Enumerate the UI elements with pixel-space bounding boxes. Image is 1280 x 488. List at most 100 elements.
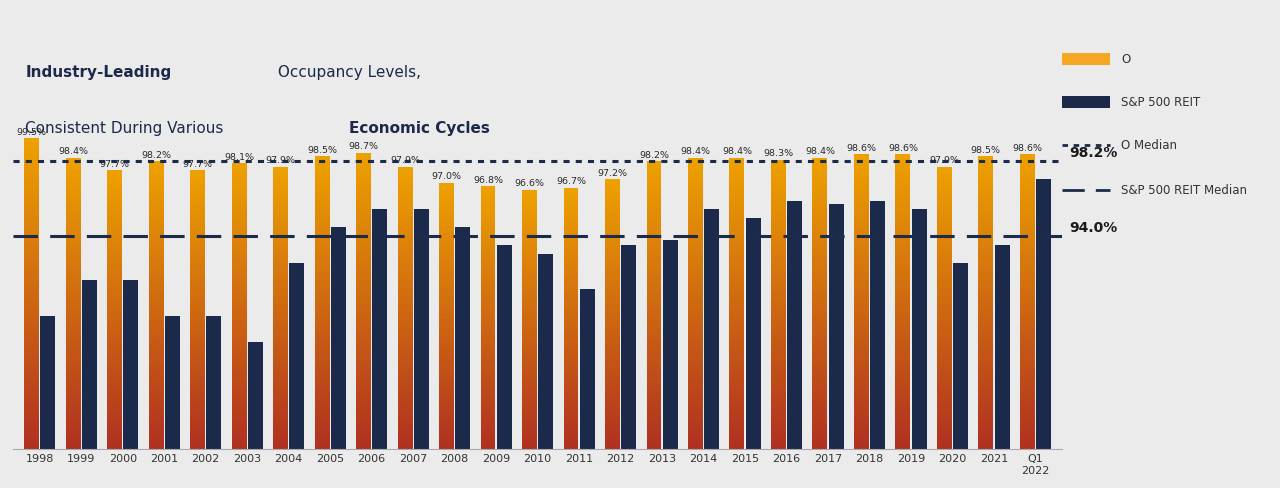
Bar [315, 336, 329, 340]
Bar [771, 355, 786, 359]
Bar [398, 354, 412, 358]
Bar [813, 169, 827, 173]
Bar [273, 298, 288, 301]
Bar [356, 393, 371, 397]
Bar [148, 348, 164, 352]
Bar [148, 385, 164, 388]
Bar [646, 320, 662, 324]
Bar [978, 310, 993, 314]
Bar [191, 428, 205, 431]
Bar [356, 375, 371, 379]
Bar [273, 269, 288, 273]
Bar [480, 259, 495, 262]
Bar [978, 303, 993, 306]
Bar [289, 263, 305, 449]
Bar [356, 379, 371, 383]
Bar [605, 254, 620, 257]
Bar [813, 195, 827, 199]
Bar [687, 438, 703, 442]
Bar [315, 368, 329, 372]
Bar [108, 425, 122, 428]
Bar [273, 417, 288, 421]
Bar [315, 431, 329, 434]
Bar [1020, 295, 1034, 298]
Bar [563, 267, 579, 270]
Bar [273, 425, 288, 428]
Bar [65, 257, 81, 260]
Bar [646, 352, 662, 356]
Bar [191, 199, 205, 202]
Bar [232, 235, 247, 239]
Bar [896, 221, 910, 225]
Bar [687, 257, 703, 260]
Bar [315, 241, 329, 244]
Bar [522, 365, 538, 368]
Bar [522, 278, 538, 281]
Bar [1020, 368, 1034, 372]
Bar [687, 206, 703, 209]
Bar [605, 348, 620, 351]
Bar [439, 359, 454, 363]
Bar [315, 442, 329, 446]
Bar [687, 376, 703, 380]
Bar [65, 373, 81, 376]
Bar [24, 147, 40, 151]
Text: Economic Cycles: Economic Cycles [349, 121, 490, 136]
Bar [978, 212, 993, 215]
Bar [108, 327, 122, 331]
Bar [605, 318, 620, 321]
Bar [191, 376, 205, 380]
Bar [978, 416, 993, 420]
Bar [522, 216, 538, 220]
Bar [896, 445, 910, 449]
Bar [687, 402, 703, 406]
Bar [480, 367, 495, 370]
Bar [315, 255, 329, 259]
Bar [896, 247, 910, 250]
Bar [315, 161, 329, 164]
Bar [315, 259, 329, 263]
Bar [813, 318, 827, 322]
Bar [896, 408, 910, 412]
Bar [315, 412, 329, 416]
Bar [730, 253, 745, 257]
Bar [356, 397, 371, 401]
Bar [563, 436, 579, 439]
Bar [1020, 412, 1034, 416]
Bar [232, 413, 247, 417]
Bar [854, 331, 869, 335]
Bar [563, 244, 579, 247]
Bar [148, 420, 164, 424]
Bar [24, 325, 40, 329]
Bar [522, 317, 538, 320]
Bar [24, 379, 40, 383]
Bar [813, 413, 827, 416]
Bar [563, 328, 579, 332]
Bar [439, 280, 454, 283]
Bar [896, 405, 910, 408]
Bar [24, 383, 40, 387]
Bar [937, 185, 952, 188]
Bar [978, 186, 993, 190]
Bar [563, 390, 579, 394]
Bar [356, 176, 371, 179]
Bar [730, 329, 745, 333]
Bar [522, 262, 538, 265]
Bar [24, 228, 40, 232]
Bar [108, 341, 122, 345]
Bar [896, 390, 910, 394]
Bar [65, 289, 81, 293]
Bar [65, 420, 81, 424]
Bar [65, 231, 81, 235]
Bar [108, 324, 122, 327]
Bar [148, 359, 164, 363]
Bar [854, 210, 869, 214]
Bar [273, 340, 288, 344]
Text: Consistent During Various: Consistent During Various [26, 121, 229, 136]
Bar [687, 446, 703, 449]
Bar [978, 402, 993, 405]
Bar [896, 218, 910, 221]
Bar [730, 202, 745, 206]
Bar [646, 183, 662, 187]
Bar [356, 346, 371, 349]
